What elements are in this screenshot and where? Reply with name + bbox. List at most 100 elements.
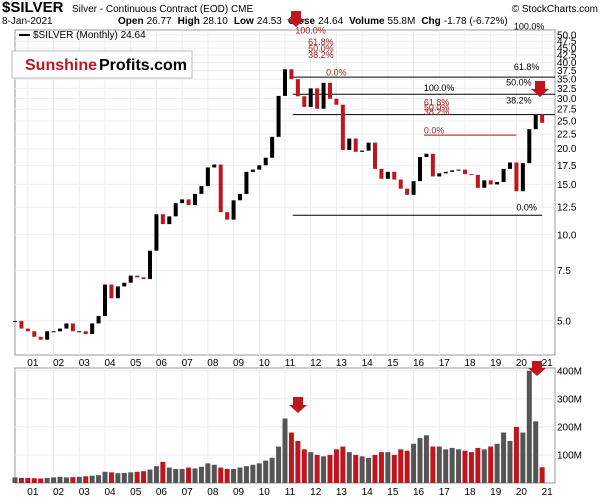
volume-bar [18,477,24,483]
candle [25,328,30,332]
x-tick-label: 13 [336,358,348,369]
candle [302,96,307,107]
candle [128,275,133,283]
x-tick-label: 03 [79,358,91,369]
volume-bar [501,432,507,483]
volume-bar [25,477,31,483]
y-tick-label: 20.0 [557,144,577,155]
fib-label: 61.8% [308,37,334,47]
y-tick-label: 30.0 [557,94,577,105]
y-tick-label: 5.0 [557,316,571,327]
volume-bar [417,438,423,483]
volume-bar [385,452,391,483]
fib-label: 0.0% [424,126,445,136]
volume-bar [276,446,282,483]
x-tick-label: 09 [233,358,245,369]
candle [328,82,332,99]
x-tick-label: 11 [285,487,296,498]
volume-bar [89,475,95,483]
volume-bar [507,440,513,483]
candle [199,186,204,194]
candle [218,164,223,213]
volume-bar [96,475,102,483]
volume-bar [12,477,18,483]
candle [398,179,403,189]
candle [38,336,43,340]
candle [456,169,461,171]
candle [392,171,397,180]
candle [411,181,416,195]
y-tick-label: 27.5 [557,105,577,116]
date: 8-Jan-2021 [2,16,53,27]
volume-bar [243,466,249,483]
arrow [531,81,549,97]
volume-bar [63,477,69,483]
x-tick-label: 08 [207,487,219,498]
candle [141,277,146,280]
candle [418,157,422,182]
candle [96,316,101,324]
candle [231,200,236,220]
candle [115,286,120,299]
candle [527,129,532,164]
x-tick-label: 01 [27,358,39,369]
x-tick-label: 16 [413,358,425,369]
candle [19,320,24,329]
volume-bar [160,461,166,483]
fib-label: 100.0% [424,83,455,93]
candle [135,275,140,278]
candle [51,331,56,333]
volume-bar [333,449,339,483]
arrow [528,361,546,376]
x-tick-label: 10 [259,358,271,369]
volume-bar [526,370,532,483]
volume-bar [301,449,307,483]
logo-black: Profits.com [99,57,187,74]
y-tick-label: 32.5 [557,84,577,95]
volume-bar [83,476,89,483]
candle [450,170,455,172]
logo-box [11,50,193,79]
candle [257,165,262,170]
x-tick-label: 02 [53,358,65,369]
copyright: © StockCharts.com [512,4,598,15]
x-tick-label: 14 [362,487,374,498]
candle [475,174,480,188]
volume-bar [76,476,82,483]
x-tick-label: 06 [156,358,168,369]
candle [405,188,410,195]
volume-bar [134,471,140,483]
volume-bar [250,464,256,483]
candle [225,212,230,220]
volume-bar [533,421,539,483]
candle [250,169,255,172]
volume-bar [423,435,429,483]
volume-bar [218,467,224,483]
y-tick-label: 12.5 [557,203,577,214]
x-tick-label: 15 [387,358,399,369]
volume-bar [398,449,404,483]
x-tick-label: 15 [387,487,399,498]
y-tick-label: 37.5 [557,66,577,77]
x-tick-label: 18 [464,358,476,369]
volume-bar [70,477,76,483]
symbol: $SILVER [2,0,64,16]
volume-bar [166,467,172,483]
description: Silver - Continuous Contract (EOD) CME [72,4,253,15]
candle [295,79,300,97]
volume-bar [153,466,159,483]
candle [437,173,442,177]
quote-value: -1.78 (-6.72%) [444,16,508,27]
x-tick-label: 17 [439,487,451,498]
volume-bar [192,468,198,483]
fib-label: 38.2% [308,50,334,60]
x-tick-label: 20 [516,358,528,369]
candle [276,95,281,137]
candle [430,153,435,177]
candle [308,88,313,107]
y-tick-label: 400M [557,366,582,377]
candle [173,203,178,217]
volume-bar [411,443,417,483]
volume-bar [462,450,468,483]
volume-bar [121,472,127,483]
